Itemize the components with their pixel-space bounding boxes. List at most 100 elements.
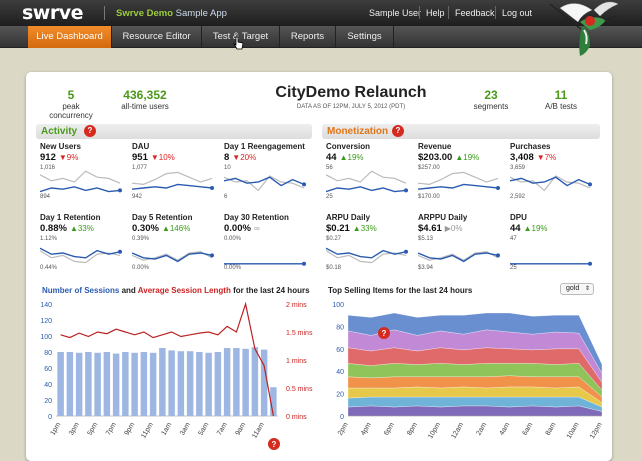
ab-tests-stat[interactable]: 11 A/B tests xyxy=(536,88,586,111)
sparkline-endpoint xyxy=(118,188,122,193)
sparkline-current xyxy=(132,183,213,190)
metric-value: $4.61 ▶0% xyxy=(418,223,463,234)
metric-name: DPU xyxy=(510,213,527,222)
selling-chart: 100 80 60 40 20 0? 2pm 4pm 6pm 8pm 10pm 12am 2am 4am 6… xyxy=(332,302,604,440)
y-tick-label: 140 xyxy=(40,302,52,309)
session-bar xyxy=(103,352,111,416)
tab-test-target[interactable]: Test & Target xyxy=(202,26,280,48)
y-tick-label: 100 xyxy=(332,302,344,309)
metric-name: Day 5 Retention xyxy=(132,213,193,222)
item-select[interactable]: gold ⇕ xyxy=(560,283,594,295)
sparkline-current xyxy=(326,247,407,259)
x-tick-label: 5pm xyxy=(86,421,99,436)
metric-delta: ▲19% xyxy=(455,153,480,162)
metric-max: 1,016 xyxy=(40,165,56,171)
help-icon[interactable]: ? xyxy=(84,125,96,137)
y-tick-label: 100 xyxy=(40,334,52,341)
monetization-section-header: Monetization ? xyxy=(322,124,600,139)
segments-label: segments xyxy=(473,102,509,111)
link-divider xyxy=(448,6,449,19)
metric-delta: ▼7% xyxy=(536,153,557,162)
metric-arppu-daily[interactable]: ARPPU Daily $4.61 ▶0% $5.13 $3.94 xyxy=(418,213,506,271)
user-link[interactable]: Sample User xyxy=(369,8,422,18)
sparkline-current xyxy=(224,176,305,187)
sessions-title-and: and xyxy=(121,286,136,295)
x-tick-label: 1pm xyxy=(49,421,62,436)
session-length-series-label: Average Session Length xyxy=(137,286,231,295)
app-name: Swrve Demo xyxy=(116,8,174,19)
y2-tick-label: 0.5 mins xyxy=(286,386,313,393)
metric-delta: ▶0% xyxy=(444,224,463,233)
metric-max: 3,659 xyxy=(510,165,526,171)
session-bar xyxy=(85,352,92,416)
help-link[interactable]: Help xyxy=(426,8,445,18)
metric-max: 1.12% xyxy=(40,236,58,242)
metric-day-1-retention[interactable]: Day 1 Retention 0.88% ▲33% 1.12% 0.44% xyxy=(40,213,128,271)
x-tick-label: 7am xyxy=(216,421,229,436)
session-bar xyxy=(196,352,203,416)
tab-live-dashboard[interactable]: Live Dashboard xyxy=(28,26,112,48)
selling-area-series xyxy=(347,405,603,417)
x-tick-label: 2pm xyxy=(337,421,350,436)
x-tick-label: 5am xyxy=(197,421,210,436)
session-bar xyxy=(122,352,129,416)
session-bar xyxy=(140,352,148,416)
metric-name: Day 1 Retention xyxy=(40,213,101,222)
sparkline-previous xyxy=(132,171,213,186)
sparkline xyxy=(510,175,592,192)
metric-arpu-daily[interactable]: ARPU Daily $0.21 ▲33% $0.27 $0.18 xyxy=(326,213,414,271)
sessions-chart: 140 120 100 80 60 40 20 0 2 mins 1.5 mins 1 mins 0.… xyxy=(40,301,313,450)
metric-min: $0.18 xyxy=(326,265,342,271)
app-title[interactable]: Swrve Demo Sample App xyxy=(116,8,227,19)
metric-dau[interactable]: DAU 951 ▼10% 1,077 942 xyxy=(132,142,220,200)
logout-link[interactable]: Log out xyxy=(502,8,533,18)
metric-day-1-reengagement[interactable]: Day 1 Reengagement 8 ▼20% 10 6 xyxy=(224,142,312,200)
sparkline-previous xyxy=(224,175,305,192)
session-bar xyxy=(66,352,74,416)
metric-value: 8 ▼20% xyxy=(224,152,257,163)
sparkline-previous xyxy=(132,251,213,261)
session-bar xyxy=(270,387,277,416)
sparkline-endpoint xyxy=(588,261,592,266)
sessions-series-label: Number of Sessions xyxy=(42,286,120,295)
sparkline-endpoint xyxy=(302,261,306,266)
feedback-link[interactable]: Feedback xyxy=(455,8,495,18)
metric-day-30-retention[interactable]: Day 30 Retention 0.00% ∞ 0.00% 0.00% xyxy=(224,213,312,271)
metric-dpu[interactable]: DPU 44 ▲19% 47 25 xyxy=(510,213,598,271)
sparkline-previous xyxy=(40,170,121,184)
sparkline-previous xyxy=(418,251,499,261)
session-length-line xyxy=(60,301,274,417)
sparkline-current xyxy=(418,183,499,190)
segments-stat[interactable]: 23 segments xyxy=(466,88,516,111)
sparkline-endpoint xyxy=(404,188,408,193)
metric-delta: ∞ xyxy=(253,224,260,233)
metric-delta: ▲33% xyxy=(352,224,377,233)
metric-value: 0.30% ▲146% xyxy=(132,223,191,234)
metric-name: ARPPU Daily xyxy=(418,213,468,222)
metric-min: 2,592 xyxy=(510,194,526,200)
tab-settings[interactable]: Settings xyxy=(336,26,394,48)
sparkline xyxy=(132,171,214,190)
sparkline-current xyxy=(132,252,213,263)
metric-value: 44 ▲19% xyxy=(510,223,548,234)
help-icon xyxy=(378,327,390,339)
sparkline-current xyxy=(510,176,591,187)
app-suffix: Sample App xyxy=(175,8,227,19)
logo[interactable]: swrve xyxy=(22,2,84,24)
metric-new-users[interactable]: New Users 912 ▼9% 1,016 894 xyxy=(40,142,128,200)
session-bar xyxy=(260,349,268,416)
metric-value: 44 ▲19% xyxy=(326,152,364,163)
metric-purchases[interactable]: Purchases 3,408 ▼7% 3,659 2,592 xyxy=(510,142,598,200)
metric-day-5-retention[interactable]: Day 5 Retention 0.30% ▲146% 0.39% 0.00% xyxy=(132,213,220,271)
metric-conversion[interactable]: Conversion 44 ▲19% 56 25 xyxy=(326,142,414,200)
session-bar xyxy=(251,347,259,416)
help-icon[interactable]: ? xyxy=(392,125,404,137)
metric-revenue[interactable]: Revenue $203.00 ▲19% $257.00 $170.00 xyxy=(418,142,506,200)
metric-name: DAU xyxy=(132,142,150,151)
sparkline-endpoint xyxy=(210,186,214,190)
tab-resource-editor[interactable]: Resource Editor xyxy=(112,26,202,48)
tab-reports[interactable]: Reports xyxy=(280,26,336,48)
x-tick-label: 6am xyxy=(522,421,535,436)
session-bar xyxy=(168,350,175,416)
top-bar: swrve Swrve Demo Sample App Sample User … xyxy=(0,0,642,26)
